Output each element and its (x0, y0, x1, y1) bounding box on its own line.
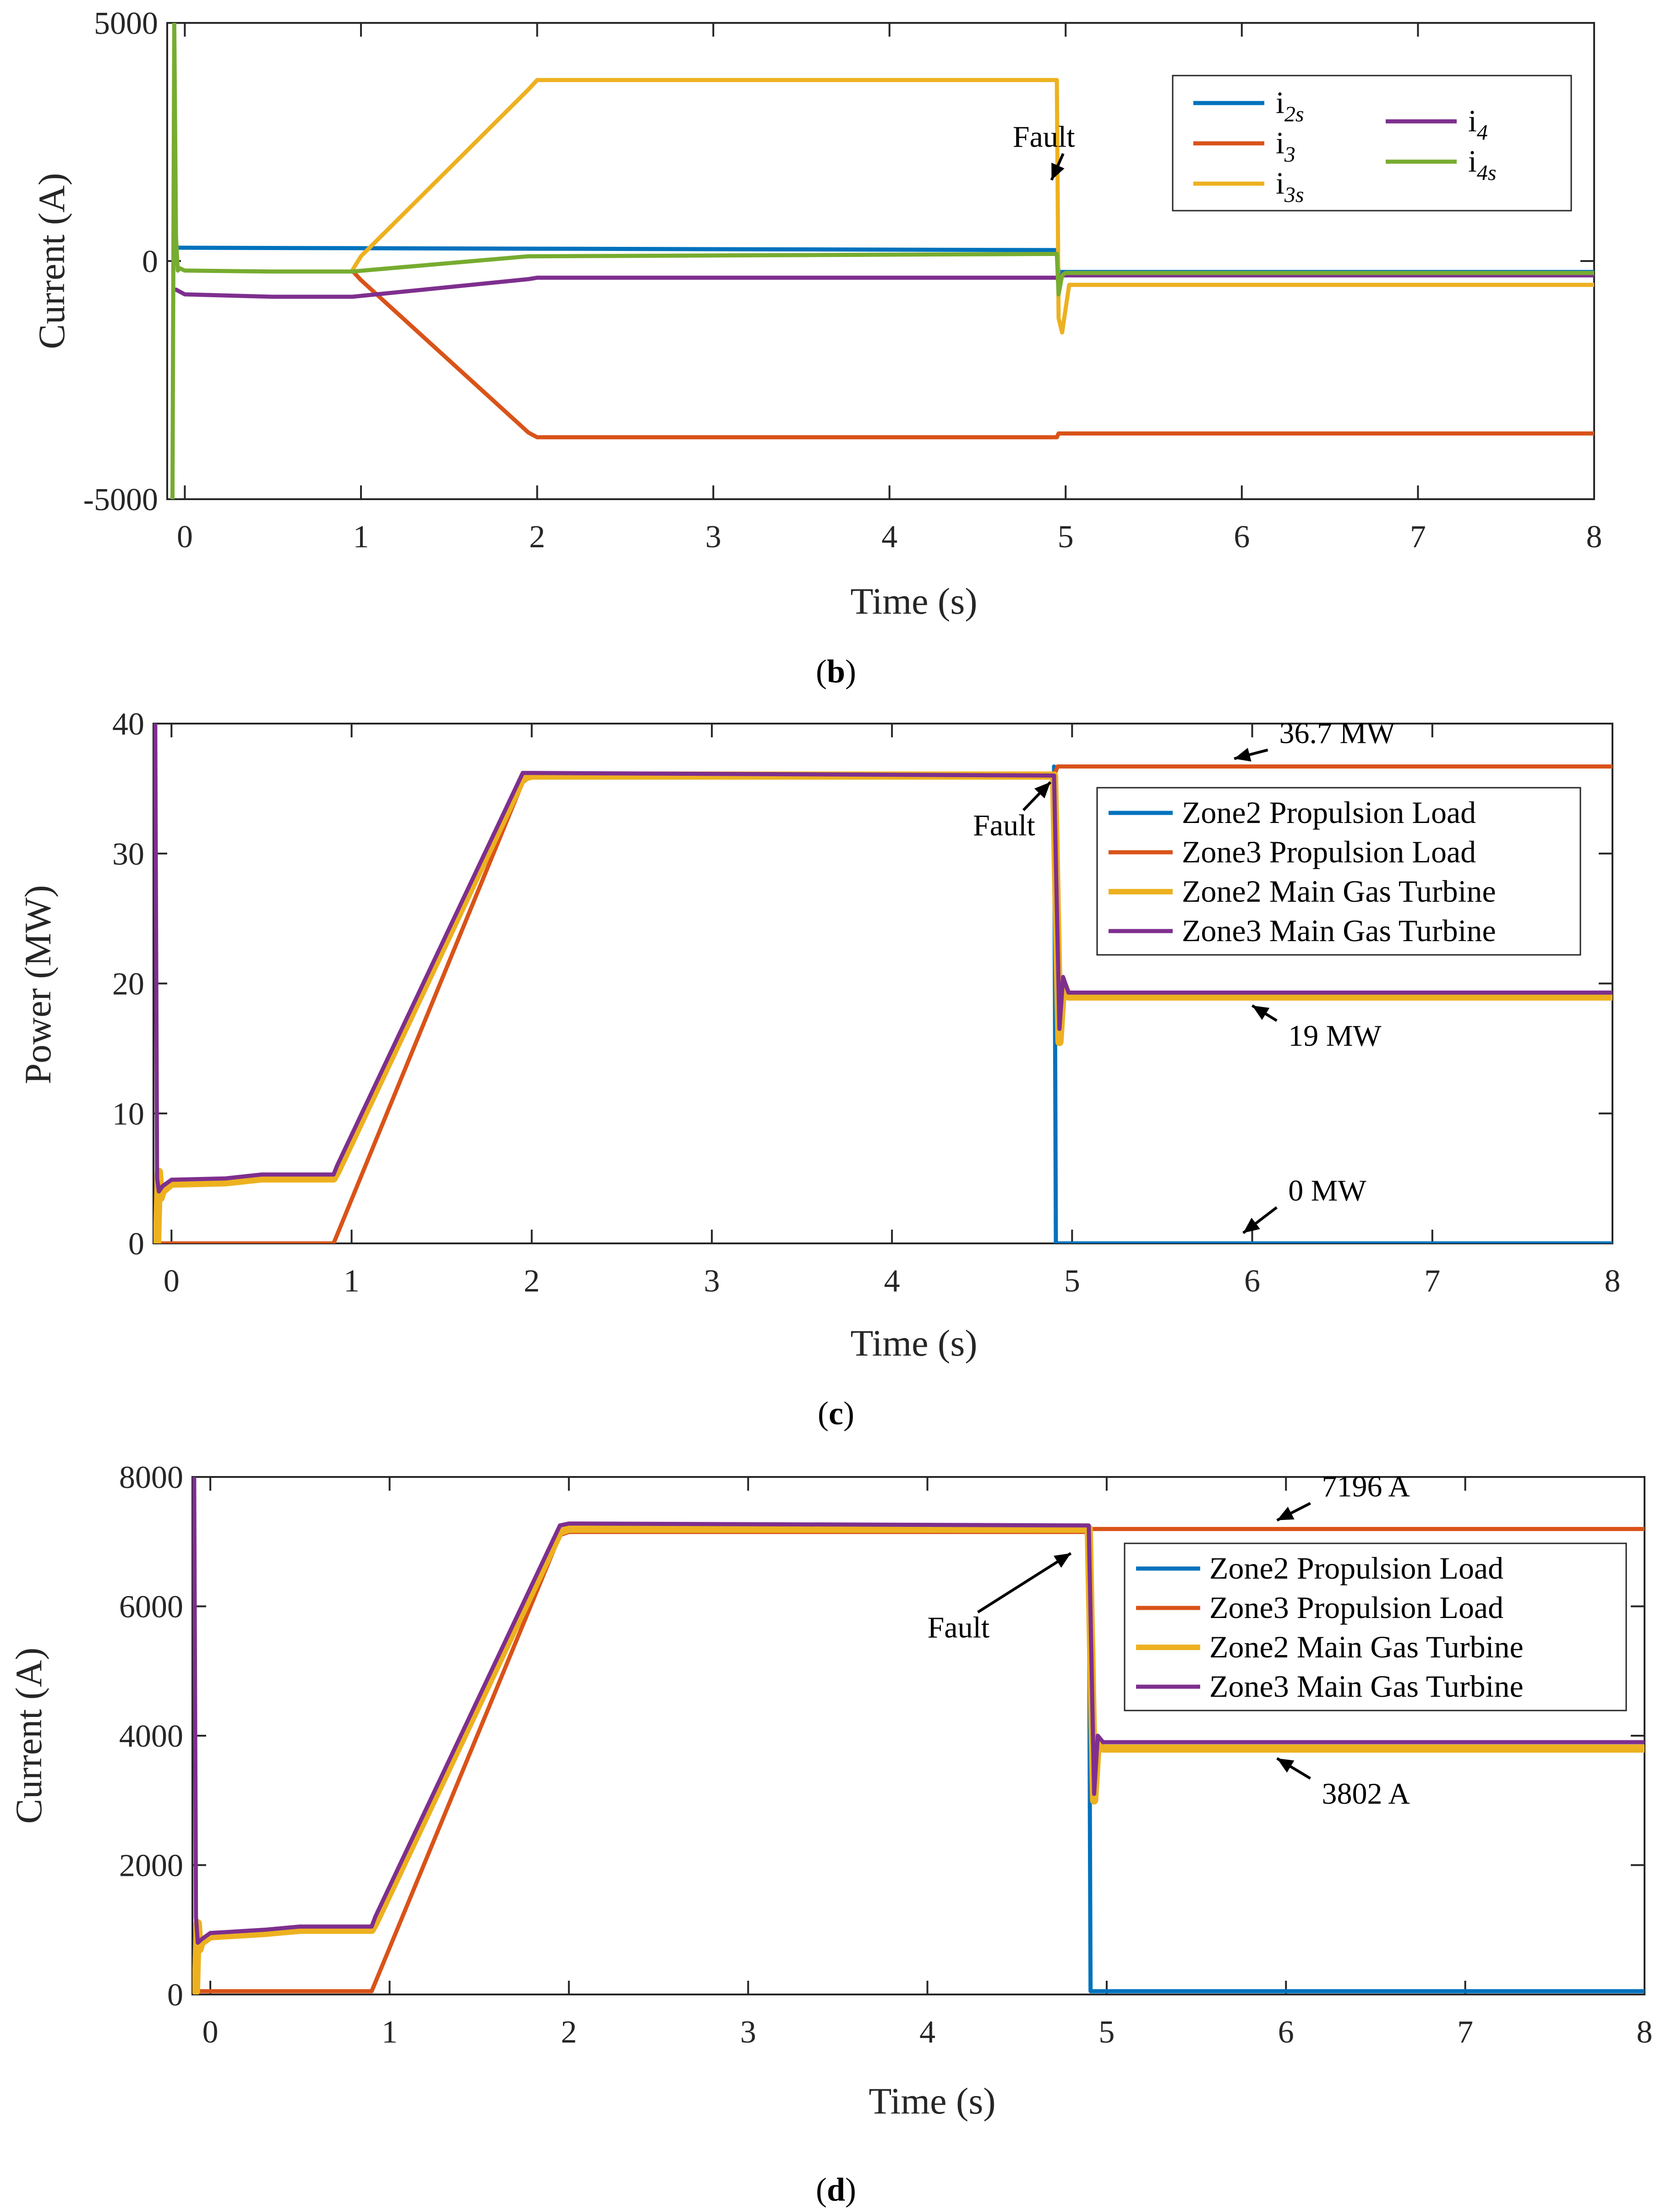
x-tick-label: 7 (1424, 1264, 1440, 1299)
annotation-label: 36.7 MW (1279, 717, 1396, 750)
annotation-arrowhead (1277, 1507, 1295, 1520)
y-tick-label: 8000 (119, 1460, 183, 1495)
y-tick-label: 2000 (119, 1848, 183, 1884)
x-tick-label: 0 (177, 519, 193, 555)
legend-entry: Zone3 Main Gas Turbine (1209, 1669, 1524, 1704)
x-tick-label: 3 (704, 1264, 720, 1299)
x-tick-label: 7 (1457, 2015, 1473, 2050)
y-tick-label: 0 (128, 1226, 144, 1262)
annotation-arrowhead (1051, 163, 1065, 180)
x-tick-label: 4 (919, 2015, 935, 2050)
y-tick-label: 10 (112, 1096, 144, 1132)
x-tick-label: 5 (1064, 1264, 1080, 1299)
annotation-arrowhead (1234, 747, 1251, 762)
annotation-label: Fault (1013, 120, 1075, 153)
x-tick-label: 8 (1637, 2015, 1653, 2050)
y-tick-label: 20 (112, 967, 144, 1002)
annotation-label: 19 MW (1288, 1019, 1382, 1053)
annotation-arrowhead (1277, 1758, 1295, 1773)
annotation-label: Fault (973, 809, 1035, 842)
panel-caption: (d) (816, 2171, 856, 2208)
annotation-arrowhead (1034, 782, 1051, 799)
annotation-label: 7196 A (1322, 1470, 1410, 1503)
x-tick-label: 3 (705, 519, 721, 555)
legend-entry: i2s (1276, 85, 1304, 126)
y-tick-label: 40 (112, 707, 144, 742)
y-tick-label: 0 (167, 1978, 183, 2013)
x-tick-label: 1 (344, 1264, 360, 1299)
x-axis-label: Time (s) (850, 1322, 977, 1364)
series-line-zone3-main-gas-turbine (192, 1477, 1645, 1945)
annotation-label: Fault (928, 1611, 990, 1644)
legend-box (1096, 787, 1581, 956)
series-group-b (170, 23, 1594, 499)
legend-entry: Zone3 Propulsion Load (1209, 1590, 1503, 1625)
y-axis-label: Power (MW) (17, 885, 59, 1084)
legend-box (1124, 1542, 1627, 1711)
x-tick-label: 3 (740, 2015, 756, 2050)
y-tick-label: 0 (142, 244, 158, 279)
legend-entry: Zone2 Propulsion Load (1209, 1551, 1503, 1585)
x-tick-label: 0 (164, 1264, 180, 1299)
x-tick-label: 6 (1244, 1264, 1260, 1299)
x-tick-label: 4 (884, 1264, 900, 1299)
y-tick-label: 4000 (119, 1719, 183, 1754)
annotation-label: 3802 A (1322, 1777, 1410, 1810)
x-axis-label: Time (s) (869, 2080, 995, 2122)
x-tick-label: 5 (1098, 2015, 1115, 2050)
legend-entry: Zone3 Propulsion Load (1182, 834, 1476, 869)
annotation-arrow (977, 1552, 1072, 1613)
x-tick-label: 5 (1058, 519, 1074, 555)
legend-entry: Zone2 Propulsion Load (1182, 795, 1476, 830)
y-axis-label: Current (A) (8, 1648, 49, 1824)
x-tick-label: 2 (524, 1264, 540, 1299)
panel-caption: (b) (816, 653, 856, 690)
series-line-zone3-main-gas-turbine (153, 724, 1612, 1193)
x-tick-label: 7 (1410, 519, 1426, 555)
x-tick-label: 4 (881, 519, 897, 555)
y-tick-label: -5000 (83, 482, 158, 518)
y-tick-label: 30 (112, 837, 144, 872)
legend-entry: i3s (1276, 166, 1304, 207)
annotation-arrowhead (1252, 1005, 1270, 1020)
series-group-d (192, 1477, 1645, 1994)
x-tick-label: 2 (529, 519, 545, 555)
x-tick-label: 2 (561, 2015, 577, 2050)
panel-caption: (c) (818, 1395, 854, 1432)
annotation-label: 0 MW (1288, 1174, 1366, 1207)
legend-entry: i4s (1468, 144, 1497, 185)
series-line-i4s (170, 23, 1594, 499)
annotation-arrowhead (1243, 1217, 1260, 1233)
legend-entry: Zone3 Main Gas Turbine (1182, 913, 1496, 948)
x-axis-label: Time (s) (850, 580, 977, 622)
x-tick-label: 6 (1234, 519, 1250, 555)
x-tick-label: 8 (1605, 1264, 1621, 1299)
series-group-c (153, 724, 1612, 1243)
legend-d: Zone2 Propulsion Load Zone3 Propulsion Lo… (1124, 1542, 1627, 1711)
legend-entry: i4 (1468, 104, 1488, 145)
annotation-arrowhead (1054, 1553, 1071, 1568)
legend-c: Zone2 Propulsion Load Zone3 Propulsion Lo… (1096, 787, 1581, 956)
x-tick-label: 0 (202, 2015, 219, 2050)
y-axis-label: Current (A) (31, 173, 72, 349)
legend-entry: Zone2 Main Gas Turbine (1209, 1629, 1524, 1664)
y-tick-label: 5000 (94, 6, 158, 41)
y-tick-label: 6000 (119, 1590, 183, 1625)
series-line-i3s (350, 78, 1594, 335)
legend-entry: Zone2 Main Gas Turbine (1182, 874, 1496, 909)
series-line-i3 (350, 268, 1594, 440)
chart-c: 0 1 2 3 4 5 6 7 8 0 10 20 30 40 Time (s) Power (MW) 36.7… (17, 707, 1621, 1432)
x-tick-label: 6 (1278, 2015, 1294, 2050)
x-tick-label: 1 (353, 519, 369, 555)
legend-entry: i3 (1276, 125, 1295, 167)
x-tick-label: 1 (382, 2015, 398, 2050)
x-tick-label: 8 (1586, 519, 1602, 555)
